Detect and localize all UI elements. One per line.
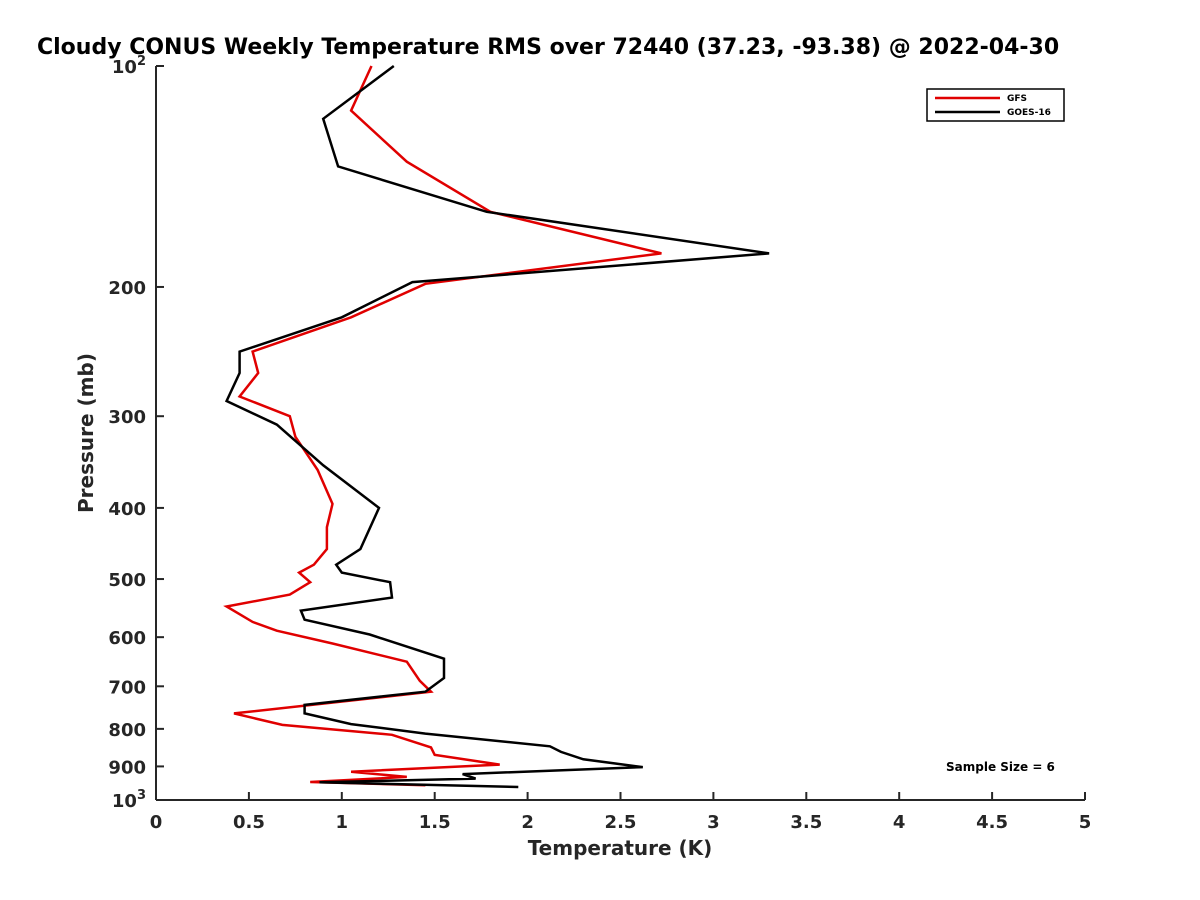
y-tick-label: 800 (108, 720, 146, 741)
legend-box (926, 88, 1065, 122)
x-tick-label: 3.5 (790, 812, 822, 833)
x-tick-label: 1 (336, 812, 349, 833)
x-tick-label: 0.5 (233, 812, 265, 833)
x-tick-label: 1.5 (419, 812, 451, 833)
y-axis: 102 200 300 400 500 600 700 800 900 103 (108, 54, 164, 812)
legend-entry: GOES-16 (1007, 108, 1051, 118)
y-tick-label: 700 (108, 677, 146, 698)
x-tick-label: 4 (893, 812, 906, 833)
x-axis-label: Temperature (K) (528, 836, 713, 860)
x-tick-label: 3 (707, 812, 720, 833)
chart-title: Cloudy CONUS Weekly Temperature RMS over… (37, 35, 1059, 60)
x-tick-label: 2.5 (605, 812, 637, 833)
y-tick-label: 103 (112, 788, 146, 812)
y-tick-label: 102 (112, 54, 146, 78)
sample-size-annotation: Sample Size = 6 (946, 760, 1055, 774)
x-axis: 0 0.5 1 1.5 2 2.5 3 3.5 4 4.5 5 (150, 792, 1092, 833)
y-tick-label: 500 (108, 570, 146, 591)
series-line-goes-16 (224, 64, 770, 789)
x-tick-label: 5 (1079, 812, 1092, 833)
y-tick-label: 600 (108, 628, 146, 649)
y-tick-label: 200 (108, 278, 146, 299)
y-axis-label: Pressure (mb) (74, 353, 98, 513)
x-tick-label: 0 (150, 812, 163, 833)
x-tick-label: 2 (521, 812, 534, 833)
x-tick-label: 4.5 (976, 812, 1008, 833)
legend-entry: GFS (1007, 94, 1027, 104)
y-tick-label: 300 (108, 407, 146, 428)
y-tick-label: 900 (108, 757, 146, 778)
series-line-gfs (223, 65, 662, 787)
plot-lines (223, 64, 770, 789)
legend: GFS GOES-16 (926, 88, 1065, 122)
y-tick-label: 400 (108, 499, 146, 520)
